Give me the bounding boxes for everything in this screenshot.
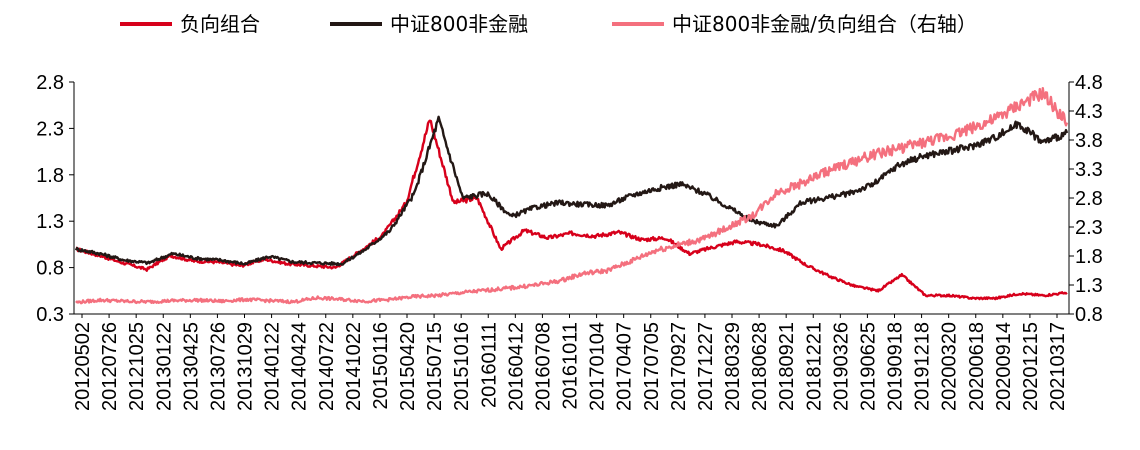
x-tick-label: 20181221 xyxy=(803,322,825,411)
series-line-0 xyxy=(75,119,1068,301)
x-tick-label: 20200914 xyxy=(993,322,1015,411)
x-tick-label: 20150116 xyxy=(370,322,392,410)
right-tick-label: 1.3 xyxy=(1075,275,1103,297)
x-tick-label: 20140424 xyxy=(289,322,311,411)
left-tick-label: 1.8 xyxy=(36,165,64,187)
x-tick-label: 20200320 xyxy=(939,322,961,411)
left-tick-label: 0.8 xyxy=(36,258,64,280)
x-tick-label: 20171227 xyxy=(695,322,717,411)
x-tick-label: 20190918 xyxy=(885,322,907,411)
x-tick-label: 20170705 xyxy=(641,322,663,411)
x-tick-label: 20190625 xyxy=(857,322,879,411)
x-tick-label: 20130122 xyxy=(153,322,175,411)
axes: 0.3 0.8 1.3 1.8 2.3 2.8 0.8 1.3 1.8 2.3 2.8 3.3 3.8 4… xyxy=(36,72,1103,411)
right-tick-label: 0.8 xyxy=(1075,304,1103,326)
x-tick-label: 20170407 xyxy=(614,322,636,411)
right-tick-label: 2.8 xyxy=(1075,188,1103,210)
left-tick-label: 1.3 xyxy=(36,211,64,233)
right-tick-label: 1.8 xyxy=(1075,246,1103,268)
x-tick-label: 20160708 xyxy=(532,322,554,411)
x-tick-label: 20150715 xyxy=(424,322,446,411)
x-tick-label: 20150420 xyxy=(397,322,419,411)
x-tick-label: 20200618 xyxy=(966,322,988,411)
x-tick-label: 20160111 xyxy=(478,322,500,408)
left-tick-label: 2.3 xyxy=(36,118,64,140)
right-tick-label: 4.8 xyxy=(1075,72,1103,94)
x-tick-label: 20170104 xyxy=(587,322,609,411)
x-tick-label: 20130425 xyxy=(180,322,202,411)
x-tick-label: 20201215 xyxy=(1020,322,1042,411)
legend: 负向组合 中证800非金融 中证800非金融/负向组合（右轴） xyxy=(120,12,977,36)
series-line-2 xyxy=(75,86,1069,305)
legend-label-2: 中证800非金融/负向组合（右轴） xyxy=(672,12,977,36)
x-tick-label: 20121025 xyxy=(126,322,148,411)
x-tick-label: 20190326 xyxy=(830,322,852,411)
x-tick-label: 20131029 xyxy=(235,322,257,411)
x-tick-label: 20141022 xyxy=(343,322,365,411)
legend-label-0: 负向组合 xyxy=(180,12,260,36)
right-tick-label: 3.8 xyxy=(1075,130,1103,152)
x-tick-label: 20120726 xyxy=(99,322,121,411)
x-tick-label: 20161011 xyxy=(560,322,582,410)
x-tick-label: 20130726 xyxy=(207,322,229,411)
x-tick-label: 20180921 xyxy=(776,322,798,411)
x-tick-label: 20160412 xyxy=(505,322,527,411)
left-tick-label: 2.8 xyxy=(36,72,64,94)
x-tick-label: 20210317 xyxy=(1047,322,1069,411)
x-tick-label: 20151016 xyxy=(451,322,473,411)
legend-label-1: 中证800非金融 xyxy=(390,12,528,36)
x-tick-label: 20191218 xyxy=(912,322,934,411)
series-lines xyxy=(74,86,1069,305)
x-tick-label: 20120502 xyxy=(72,322,94,411)
right-tick-label: 4.3 xyxy=(1075,101,1103,123)
right-tick-label: 3.3 xyxy=(1075,159,1103,181)
left-tick-label: 0.3 xyxy=(36,304,64,326)
series-line-1 xyxy=(74,115,1069,267)
x-tick-label: 20180628 xyxy=(749,322,771,411)
x-tick-label: 20140122 xyxy=(262,322,284,411)
x-tick-label: 20180329 xyxy=(722,322,744,411)
x-tick-label: 20140722 xyxy=(316,322,338,411)
right-tick-label: 2.3 xyxy=(1075,217,1103,239)
x-tick-label: 20170927 xyxy=(668,322,690,411)
